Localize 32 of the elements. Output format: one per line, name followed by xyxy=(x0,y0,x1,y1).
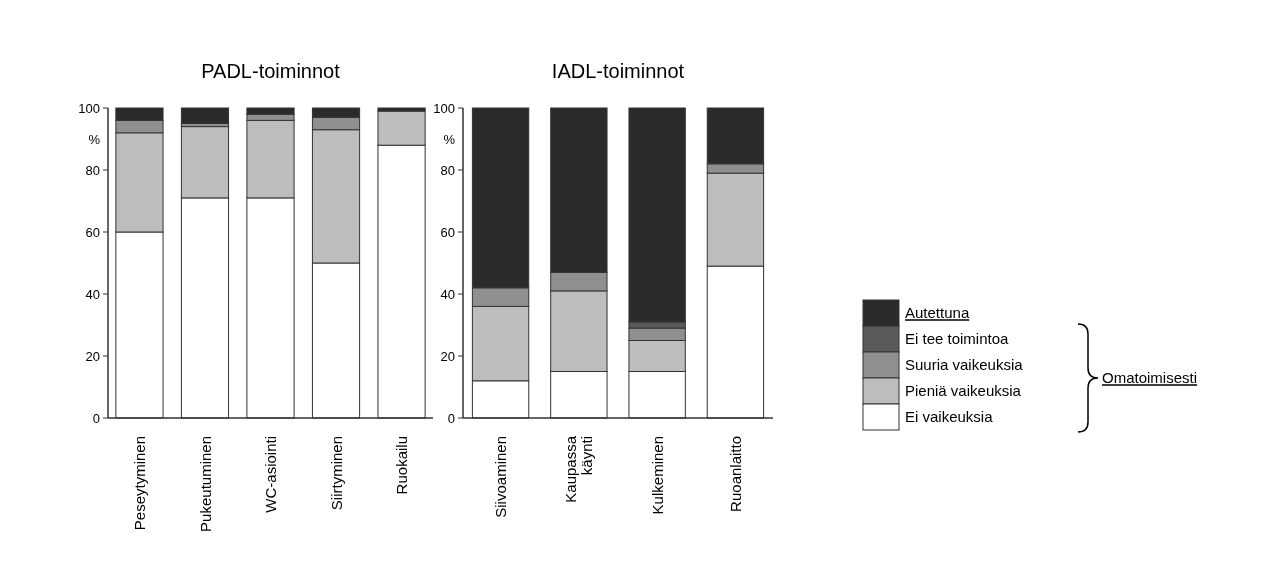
y-tick-label: 40 xyxy=(440,286,455,302)
y-tick-label: 100 xyxy=(433,100,455,116)
legend-label: Ei vaikeuksia xyxy=(905,408,994,426)
x-tick-label: Ruoanlaitto xyxy=(727,436,745,512)
y-tick-label: 40 xyxy=(85,286,100,302)
chart-title: PADL-toiminnot xyxy=(201,60,341,82)
y-tick-label: 60 xyxy=(440,224,455,240)
x-tick-label: Peseytyminen xyxy=(131,436,149,531)
y-tick-label: 80 xyxy=(440,162,455,178)
x-tick-label: WC-asiointi xyxy=(262,436,280,513)
x-tick-label: Siirtyminen xyxy=(327,436,345,511)
chart-title: IADL-toiminnot xyxy=(551,60,685,82)
x-tick-label: Pukeutuminen xyxy=(196,436,214,532)
y-tick-label: 20 xyxy=(85,348,100,364)
y-tick-label: 20 xyxy=(440,348,455,364)
y-tick-label: 0 xyxy=(447,410,455,426)
legend-label: Ei tee toimintoa xyxy=(905,330,1010,348)
legend-label: Pieniä vaikeuksia xyxy=(905,382,1022,400)
y-tick-label: 80 xyxy=(85,162,100,178)
legend-label: Suuria vaikeuksia xyxy=(905,356,1024,374)
y-axis-title: % xyxy=(443,131,456,147)
y-tick-label: 60 xyxy=(85,224,100,240)
y-tick-label: 100 xyxy=(78,100,100,116)
x-tick-label: Siivoaminen xyxy=(492,436,510,518)
bar xyxy=(180,107,230,124)
x-tick-label: Kaupassa käynti xyxy=(562,435,596,503)
x-tick-label: Ruokailu xyxy=(393,436,411,495)
text: Omatoimisesti xyxy=(1102,369,1198,387)
legend-label: Autettuna xyxy=(905,304,970,322)
y-axis-title: % xyxy=(88,131,101,147)
x-tick-label: Kulkeminen xyxy=(648,436,666,515)
y-tick-label: 0 xyxy=(92,410,100,426)
